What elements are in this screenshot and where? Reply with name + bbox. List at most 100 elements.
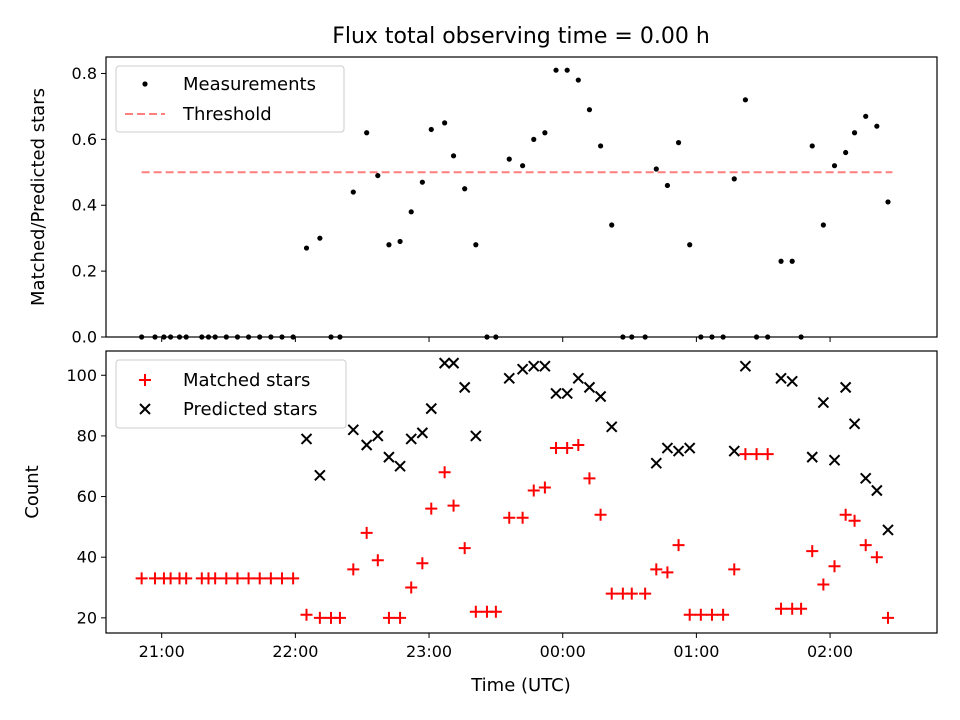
predicted-star-point [347, 424, 360, 436]
matched-star-point [447, 499, 460, 512]
measurement-point [863, 113, 869, 119]
predicted-star-point [300, 433, 313, 445]
bottom-x-ticks: 21:00 22:00 23:00 00:00 01:00 02:00 [139, 633, 853, 661]
legend-matched-marker [139, 374, 151, 386]
matched-star-point [242, 572, 255, 585]
measurement-point [653, 166, 659, 172]
matched-star-point [848, 514, 861, 527]
predicted-star-point [775, 372, 787, 384]
x-tick-label: 21:00 [139, 642, 185, 661]
matched-star-point [881, 611, 894, 624]
predicted-star-point [572, 372, 585, 384]
measurement-point [586, 107, 593, 113]
measurement-point [408, 209, 414, 215]
matched-star-point [750, 448, 763, 461]
matched-star-point [761, 448, 774, 461]
measurement-point [809, 143, 815, 149]
matched-star-point [469, 605, 482, 618]
legend-measurements-label: Measurements [183, 74, 316, 95]
matched-star-point [605, 587, 618, 600]
matched-star-point [583, 472, 596, 485]
matched-star-point [253, 572, 266, 585]
bottom-y-ticks: 20 40 60 80 100 [66, 366, 106, 627]
measurement-point [820, 222, 826, 228]
matched-star-point [683, 608, 696, 621]
matched-star-point [360, 526, 373, 539]
predicted-star-point [470, 430, 482, 442]
bottom-legend-box [115, 359, 347, 429]
top-legend: Measurements Threshold [115, 65, 345, 133]
predicted-star-point [425, 402, 437, 415]
predicted-star-point [405, 433, 417, 445]
legend-predicted-marker [139, 403, 151, 415]
matched-star-point [438, 466, 451, 479]
predicted-star-point [828, 454, 841, 466]
predicted-star-point [314, 469, 326, 482]
matched-star-point [313, 611, 326, 624]
measurement-point [687, 242, 693, 248]
x-tick-label: 02:00 [807, 642, 853, 661]
predicted-star-point [383, 451, 395, 463]
matched-star-point [538, 481, 551, 494]
matched-star-point [639, 587, 652, 600]
matched-star-point [717, 608, 730, 621]
matched-star-point [371, 554, 384, 567]
measurement-point [520, 163, 526, 169]
matched-star-point [650, 563, 663, 576]
y-tick-label: 20 [77, 608, 97, 627]
predicted-star-point [672, 445, 685, 457]
top-y-axis-label: Matched/Predicted stars [28, 88, 49, 306]
predicted-star-point [860, 472, 872, 485]
y-tick-label: 0.6 [72, 130, 97, 149]
y-tick-label: 0.2 [72, 262, 97, 281]
y-tick-label: 100 [66, 366, 97, 385]
predicted-star-point [683, 442, 696, 454]
measurement-point [450, 153, 457, 159]
matched-star-point [287, 572, 300, 585]
predicted-star-point [839, 381, 852, 394]
matched-star-point [516, 511, 529, 524]
predicted-star-point [550, 387, 562, 400]
measurement-point [843, 149, 849, 156]
measurement-point [831, 163, 838, 169]
measurement-point [386, 242, 392, 248]
measurement-point [506, 156, 512, 162]
legend-predicted-label: Predicted stars [183, 399, 317, 420]
predicted-star-point [516, 363, 529, 375]
predicted-star-point [594, 390, 607, 403]
predicted-star-point [728, 445, 740, 457]
x-axis-label: Time (UTC) [470, 675, 571, 696]
measurement-point [303, 245, 310, 251]
matched-star-point [839, 508, 852, 521]
measurement-point [397, 238, 403, 245]
matched-star-point [859, 539, 872, 552]
matched-star-point [705, 608, 718, 621]
predicted-star-point [786, 375, 798, 388]
measurement-point [675, 140, 682, 146]
matched-star-point [775, 602, 788, 615]
matched-star-point [333, 611, 346, 624]
predicted-star-point [871, 484, 883, 497]
measurement-point [731, 176, 737, 182]
matched-star-point [231, 572, 244, 585]
matched-star-point [220, 572, 233, 585]
matched-star-point [870, 551, 883, 564]
predicted-star-point [438, 357, 451, 369]
matched-star-point [594, 508, 607, 521]
predicted-star-point [539, 360, 551, 372]
matched-star-point [739, 448, 752, 461]
predicted-star-point [360, 439, 373, 451]
matched-star-point [828, 560, 841, 573]
measurement-point [851, 130, 858, 136]
bottom-panel-frame [105, 350, 938, 634]
y-tick-label: 0.8 [72, 64, 97, 83]
matched-star-point [209, 572, 222, 585]
matched-star-point [276, 572, 289, 585]
measurement-point [609, 222, 615, 228]
top-panel: 0.00.20.40.60.8 Matched/Predicted stars … [28, 56, 938, 347]
measurement-point [419, 179, 425, 185]
bottom-plot-data [135, 357, 894, 624]
y-tick-label: 0.0 [72, 328, 97, 347]
matched-star-point [572, 439, 585, 451]
